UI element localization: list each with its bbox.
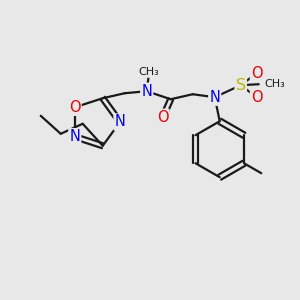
Text: O: O	[251, 66, 262, 81]
Text: N: N	[115, 115, 125, 130]
Text: N: N	[209, 90, 220, 105]
Text: N: N	[141, 84, 152, 99]
Text: S: S	[236, 78, 246, 93]
Text: CH₃: CH₃	[138, 67, 159, 77]
Text: O: O	[69, 100, 81, 115]
Text: CH₃: CH₃	[264, 79, 285, 89]
Text: N: N	[69, 129, 80, 144]
Text: O: O	[251, 90, 262, 105]
Text: O: O	[157, 110, 169, 125]
